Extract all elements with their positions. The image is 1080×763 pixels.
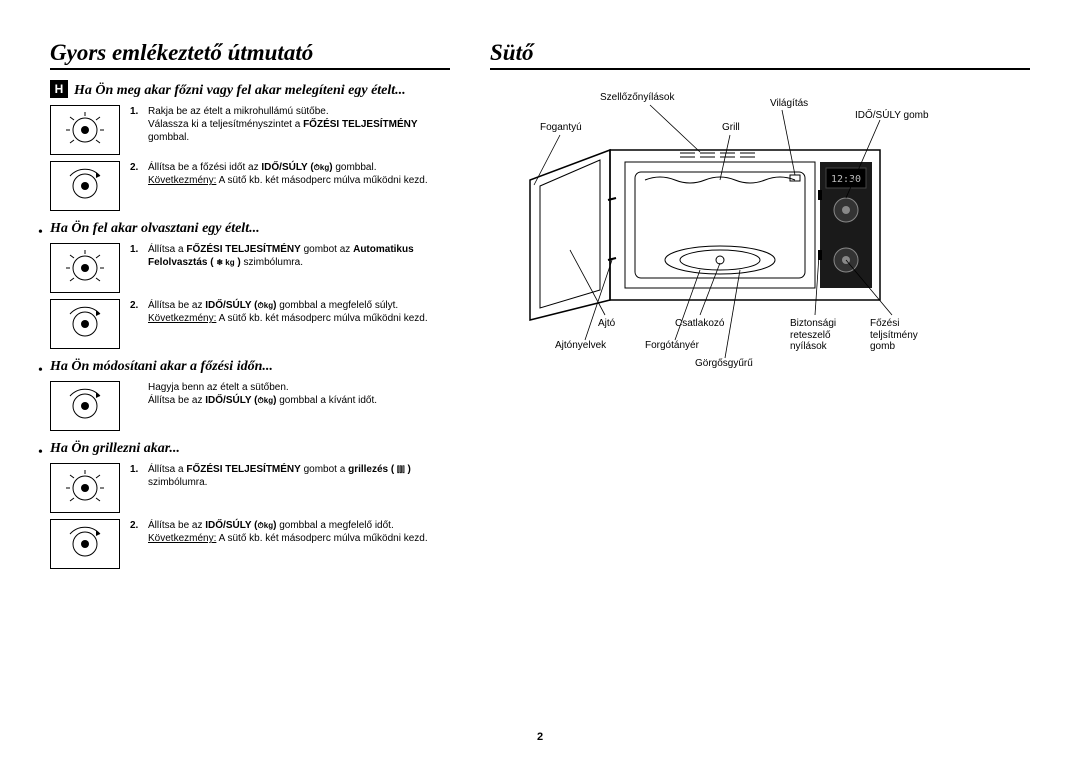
label-vents: Szellőzőnyílások (600, 92, 674, 104)
label-handle: Fogantyú (540, 122, 582, 134)
label-timeweight: IDŐ/SÚLY gomb (855, 110, 929, 122)
step-text: Állítsa be az IDŐ/SÚLY (⏱kg) gombbal a m… (148, 299, 450, 325)
badge-h: H (50, 80, 68, 98)
time-dial-icon (50, 161, 120, 211)
label-power: Főzésiteljsítménygomb (870, 318, 918, 353)
step-text: Állítsa be az IDŐ/SÚLY (⏱kg) gombbal a m… (148, 519, 450, 545)
right-title: Sütő (490, 40, 1030, 70)
oven-diagram: 12:30 (500, 80, 950, 360)
svg-text:12:30: 12:30 (831, 174, 861, 185)
bullet-dot: • (38, 445, 43, 461)
section-heading-defrost: Ha Ön fel akar olvasztani egy ételt... (50, 221, 450, 237)
step-num: 2. (130, 161, 148, 174)
label-turntable: Forgótányér (645, 340, 699, 352)
bullet-dot: • (38, 363, 43, 379)
label-grill: Grill (722, 122, 740, 134)
step-num: 2. (130, 299, 148, 312)
power-dial-icon (50, 243, 120, 293)
label-roller: Görgősgyűrű (695, 358, 753, 370)
step-text: Hagyja benn az ételt a sütőben. Állítsa … (148, 381, 450, 407)
step-text: Állítsa be a főzési időt az IDŐ/SÚLY (⏱k… (148, 161, 450, 187)
step-text: Állítsa a FŐZÉSI TELJESÍTMÉNY gombot a g… (148, 463, 450, 489)
step-num: 1. (130, 105, 148, 118)
section-heading-modify: Ha Ön módosítani akar a főzési időn... (50, 359, 450, 375)
label-door: Ajtó (598, 318, 615, 330)
time-dial-icon (50, 519, 120, 569)
left-title: Gyors emlékeztető útmutató (50, 40, 450, 70)
power-dial-icon (50, 463, 120, 513)
step-num: 1. (130, 243, 148, 256)
bullet-dot: • (38, 225, 43, 241)
section-heading-cook-text: Ha Ön meg akar főzni vagy fel akar meleg… (74, 83, 406, 98)
label-light: Világítás (770, 98, 808, 110)
step-num: 2. (130, 519, 148, 532)
power-dial-icon (50, 105, 120, 155)
label-safety: Biztonságireteszelőnyílások (790, 318, 836, 353)
step-text: Állítsa a FŐZÉSI TELJESÍTMÉNY gombot az … (148, 243, 450, 269)
time-dial-icon (50, 299, 120, 349)
step-num: 1. (130, 463, 148, 476)
step-text: Rakja be az ételt a mikrohullámú sütőbe.… (148, 105, 450, 144)
section-heading-grill: Ha Ön grillezni akar... (50, 441, 450, 457)
section-heading-cook: H Ha Ön meg akar főzni vagy fel akar mele… (50, 80, 450, 99)
label-coupler: Csatlakozó (675, 318, 724, 330)
page-number: 2 (537, 731, 543, 743)
label-doorlatches: Ajtónyelvek (555, 340, 606, 352)
time-dial-icon (50, 381, 120, 431)
